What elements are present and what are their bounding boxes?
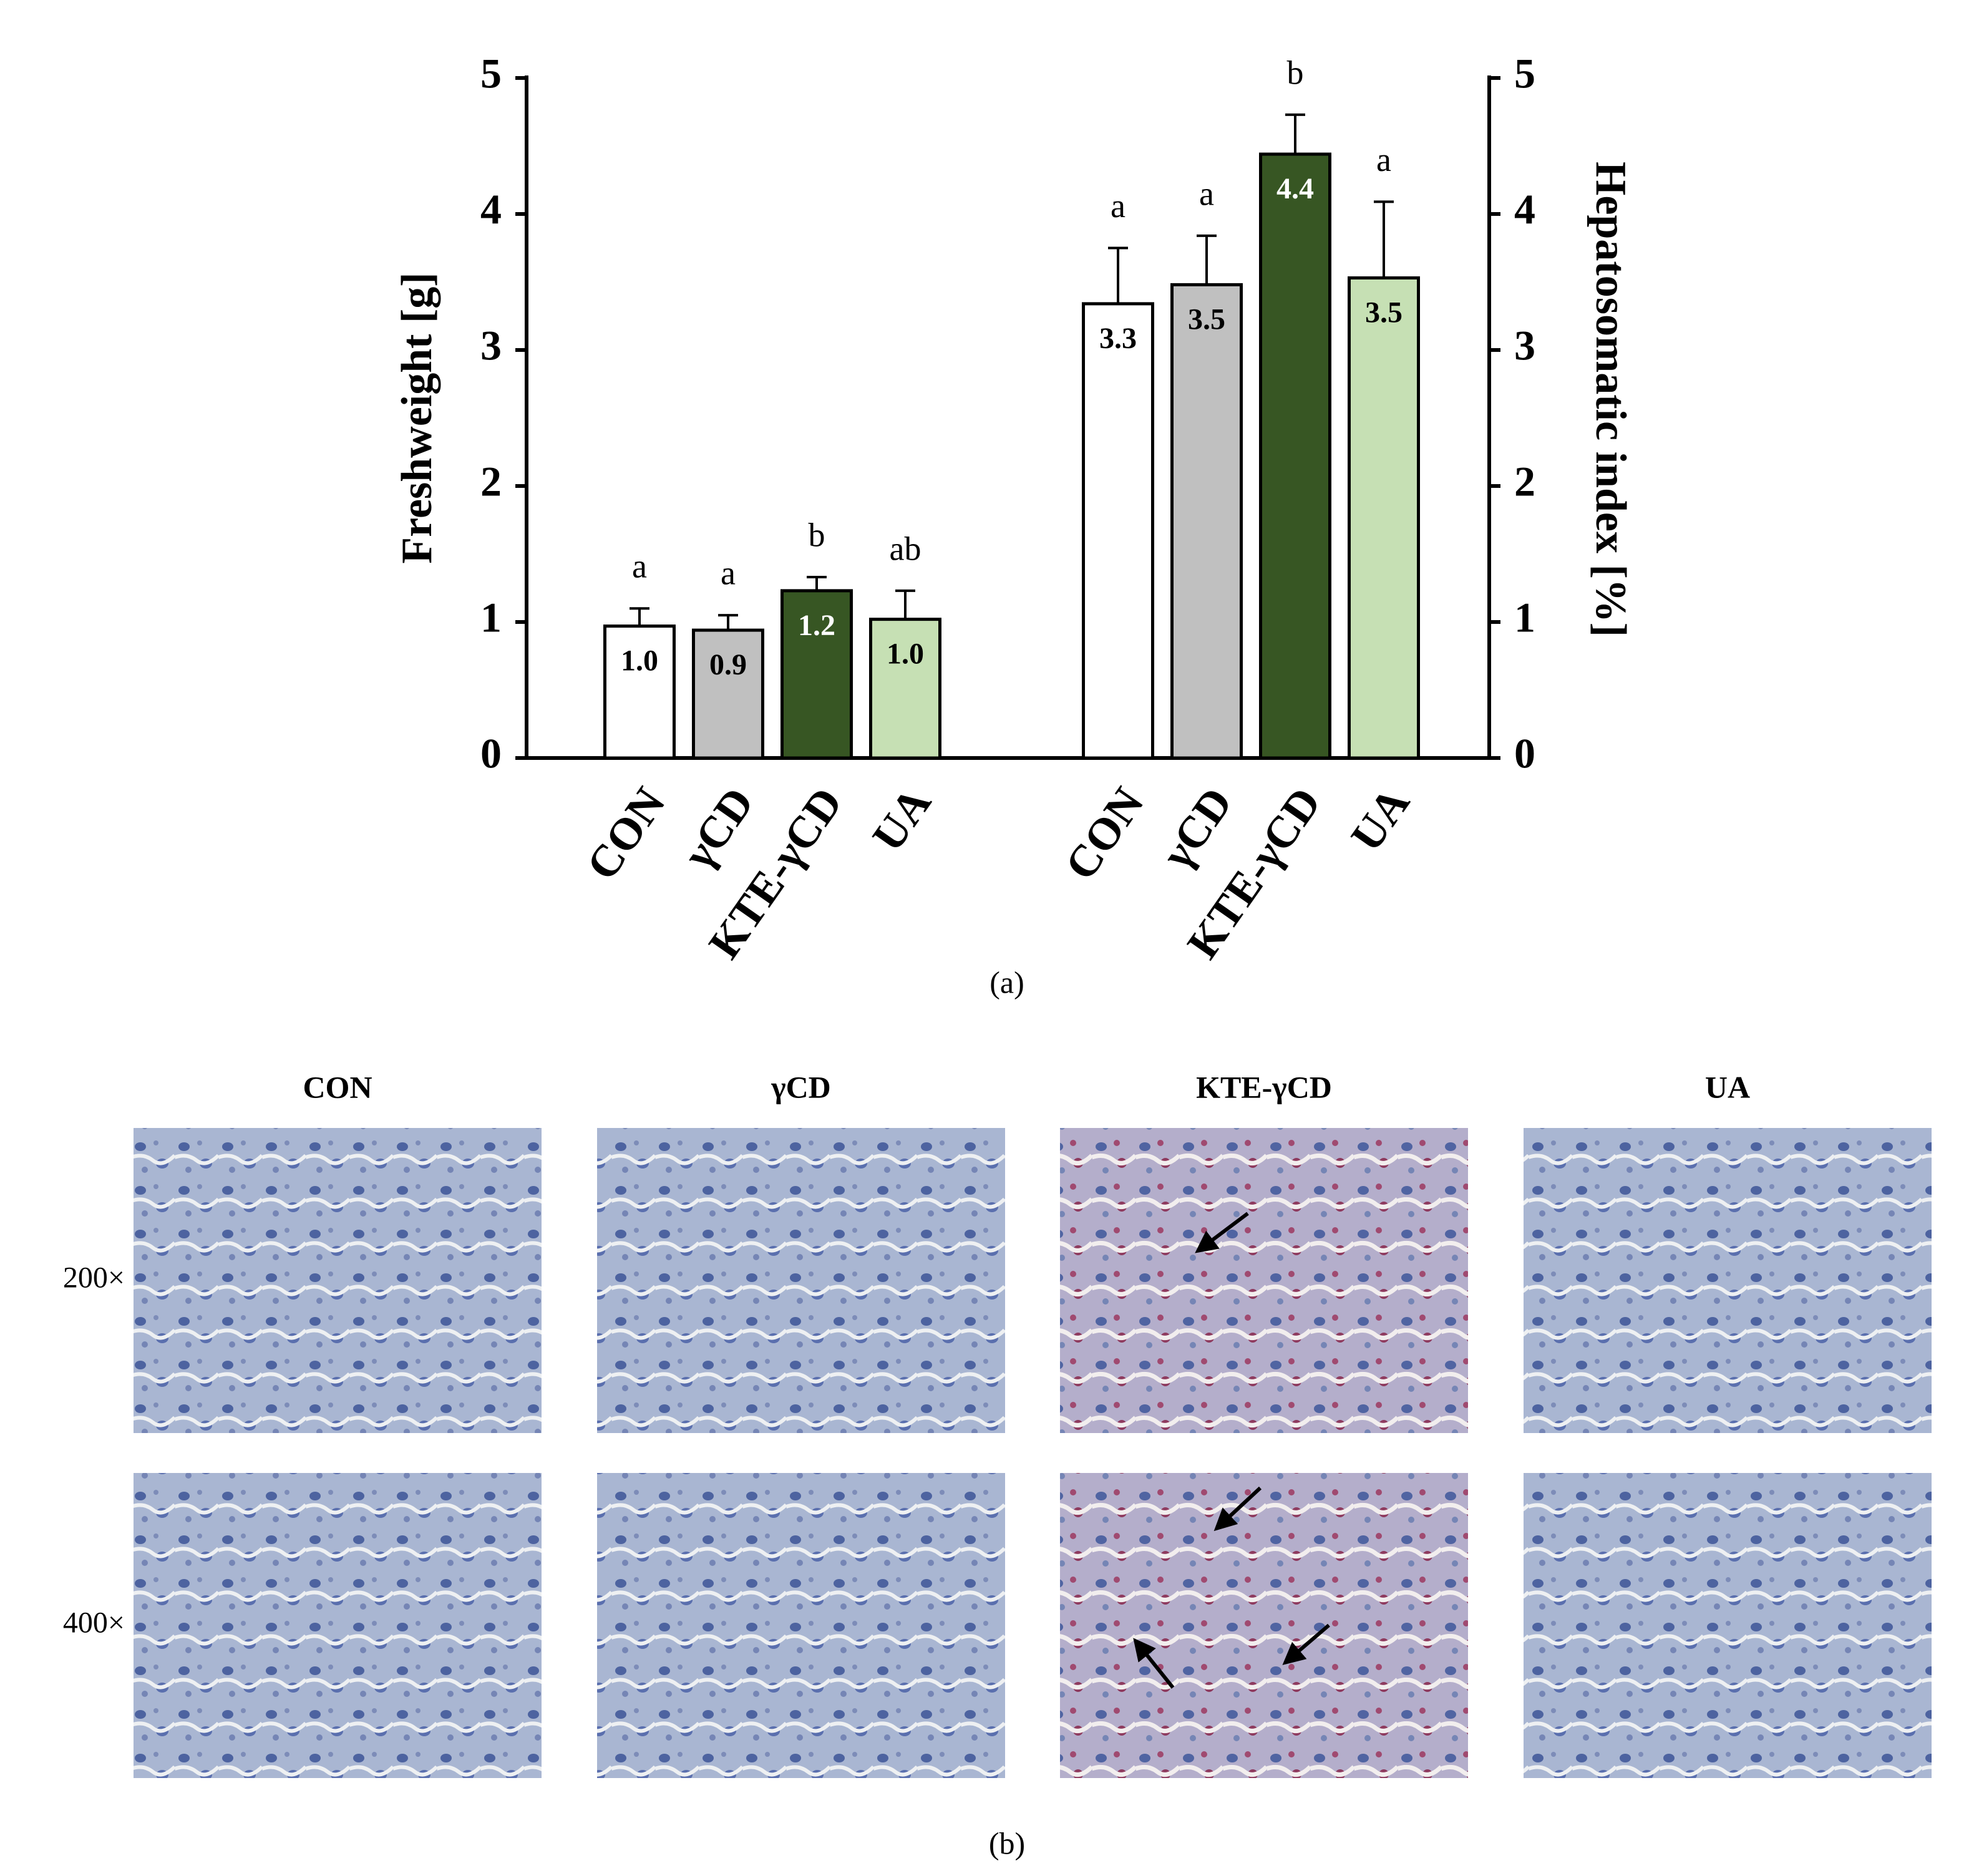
- value-label: 1.0: [887, 638, 924, 671]
- significance-letter: a: [1199, 175, 1214, 212]
- micrograph: [1524, 1473, 1932, 1778]
- micrograph: [597, 1128, 1005, 1433]
- bar: [869, 618, 941, 760]
- row-label: 400×: [63, 1606, 125, 1640]
- y2-tick-label: 4: [1514, 186, 1535, 233]
- x-tick-label: UA: [1341, 779, 1419, 860]
- significance-letter: b: [1287, 54, 1304, 91]
- column-header: CON: [303, 1069, 372, 1104]
- micrograph: [1060, 1128, 1468, 1433]
- micrograph: [134, 1473, 542, 1778]
- bar: [1082, 302, 1154, 760]
- caption-a: (a): [989, 965, 1024, 999]
- row-label: 200×: [63, 1261, 125, 1295]
- x-tick-label: UA: [862, 779, 940, 860]
- micrograph: [134, 1128, 542, 1433]
- y-tick-label: 2: [480, 458, 502, 505]
- significance-letter: a: [1111, 187, 1126, 225]
- value-label: 1.0: [621, 644, 658, 678]
- column-header: KTE-γCD: [1196, 1069, 1332, 1104]
- bar: [1348, 276, 1420, 760]
- column-header: γCD: [771, 1069, 831, 1104]
- micrograph: [1060, 1473, 1468, 1778]
- value-label: 3.5: [1365, 296, 1403, 329]
- significance-letter: a: [721, 554, 736, 591]
- y2-tick-label: 1: [1514, 594, 1535, 641]
- value-label: 3.3: [1099, 322, 1137, 355]
- significance-letter: a: [632, 548, 647, 585]
- y-tick-label: 4: [480, 186, 502, 233]
- column-header: UA: [1705, 1069, 1750, 1104]
- arrows: [1133, 1212, 1330, 1689]
- micrograph: [597, 1473, 1005, 1778]
- caption-b: (b): [989, 1825, 1025, 1860]
- x-tick-label: γCD: [673, 779, 764, 878]
- x-tick-label: γCD: [1152, 779, 1242, 878]
- significance-letter: ab: [890, 530, 921, 567]
- y2-tick-label: 3: [1514, 322, 1535, 369]
- y-tick-label: 3: [480, 322, 502, 369]
- value-label: 4.4: [1276, 172, 1314, 205]
- value-label: 1.2: [798, 609, 835, 642]
- micrograph: [1524, 1128, 1932, 1433]
- y-tick-label: 5: [480, 50, 502, 97]
- y-tick-label: 0: [480, 730, 502, 777]
- y2-axis-label: Hepatosomatic index [%]: [1587, 162, 1635, 637]
- bar: [1259, 152, 1331, 760]
- y2-tick-label: 2: [1514, 458, 1535, 505]
- bar: [780, 589, 853, 760]
- x-tick-label: CON: [576, 779, 674, 889]
- value-label: 0.9: [709, 648, 747, 681]
- x-tick-label: CON: [1055, 779, 1153, 889]
- y-axis-label: Freshweight [g]: [393, 272, 441, 563]
- significance-letter: a: [1376, 141, 1391, 178]
- bar: [1170, 283, 1243, 760]
- y2-tick-label: 0: [1514, 730, 1535, 777]
- y2-tick-label: 5: [1514, 50, 1535, 97]
- significance-letter: b: [809, 516, 825, 553]
- bar: [603, 625, 676, 760]
- bar: [692, 628, 764, 760]
- y-tick-label: 1: [480, 594, 502, 641]
- value-label: 3.5: [1188, 303, 1225, 336]
